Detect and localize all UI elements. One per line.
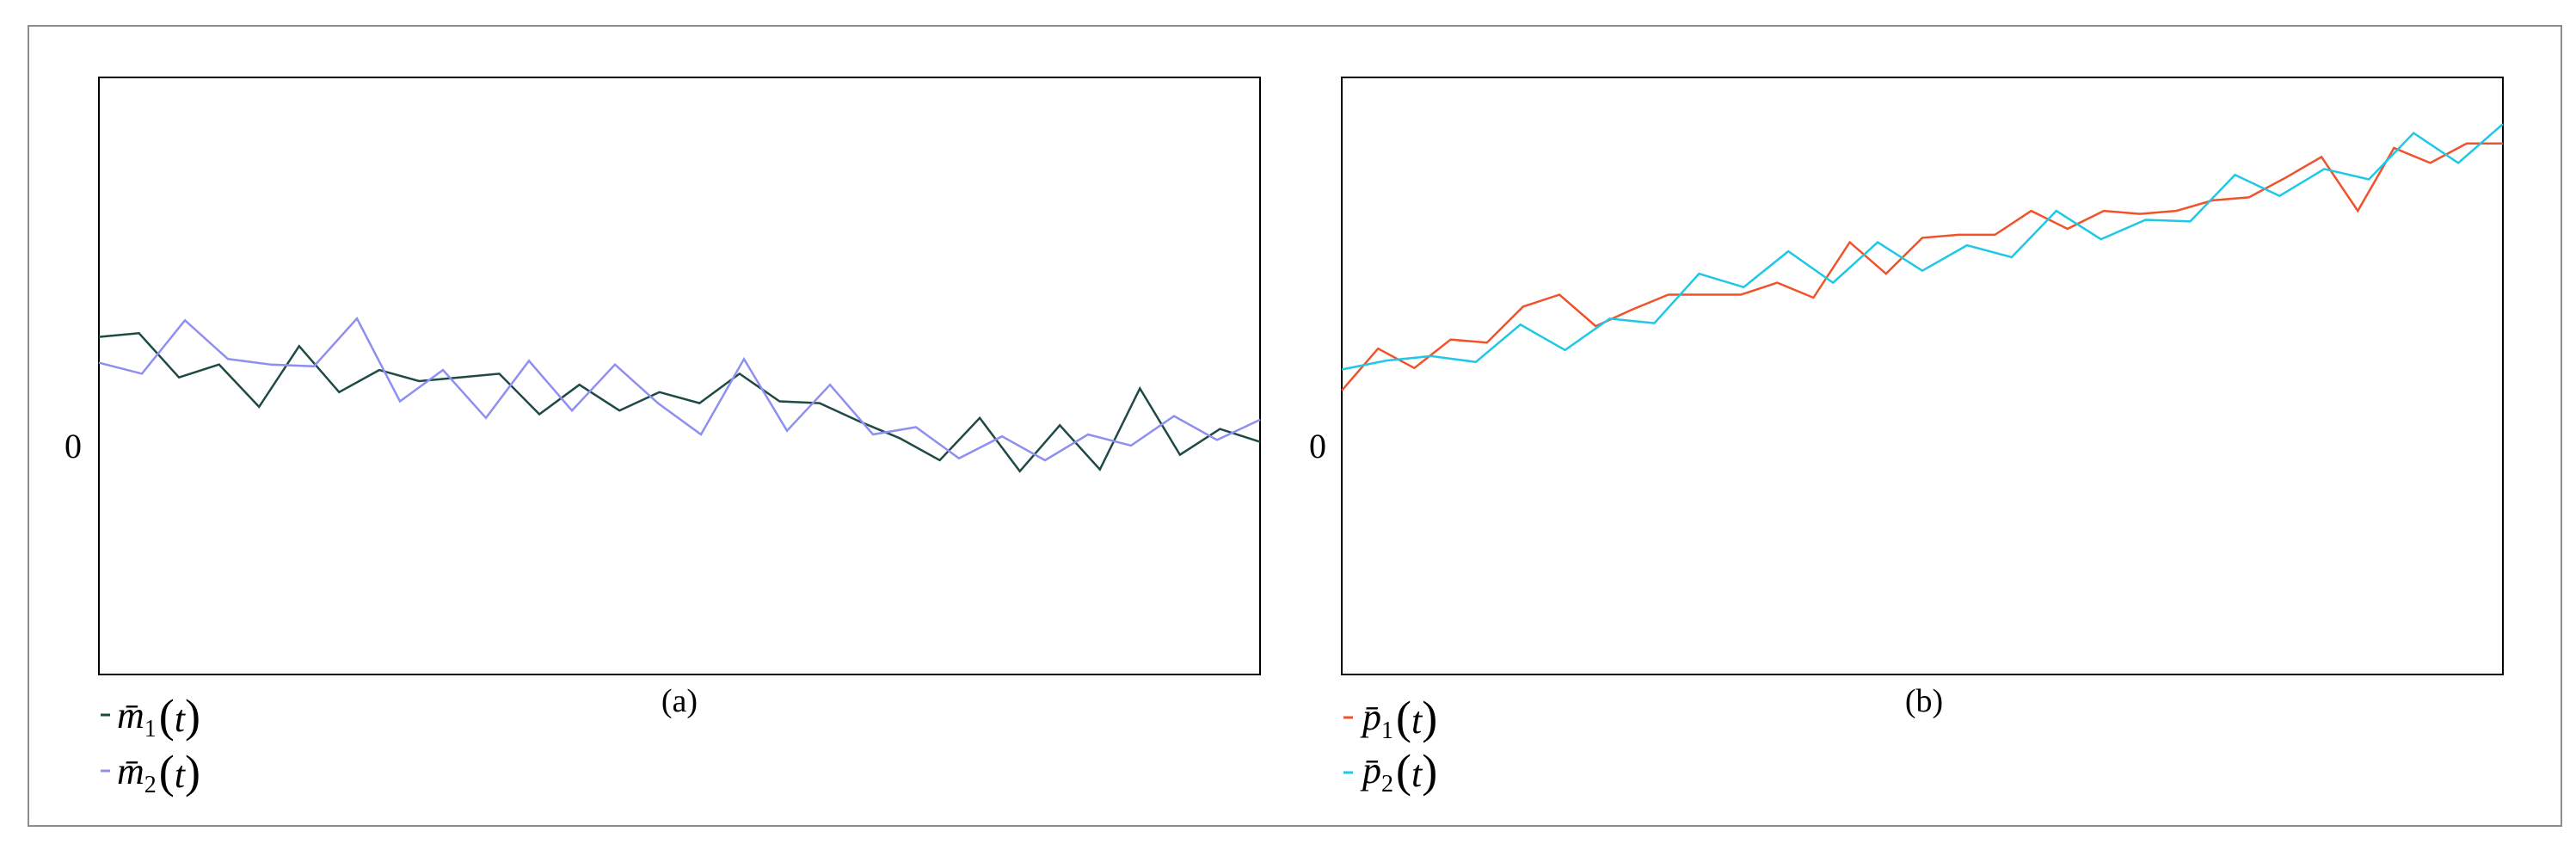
panel-b-series-2-line (1341, 123, 2504, 371)
legend-item-p2: p̄2(t) (1343, 745, 1437, 798)
legend-label-p1: p̄1(t) (1360, 692, 1437, 744)
panel-b-y-tick-label: 0 (1309, 427, 1326, 465)
legend-label-p2: p̄2(t) (1360, 745, 1437, 798)
panel-b-caption: (b) (1905, 683, 1943, 719)
panel-b-series-1-line (1341, 142, 2503, 391)
panel-a-caption: (a) (661, 683, 698, 719)
legend-item-p1: p̄1(t) (1343, 692, 1437, 744)
panel-a-legend: m̄1(t) m̄2(t) (101, 690, 200, 798)
panel-b: 0 (b) p̄1(t) p̄2(t) (1309, 77, 2504, 798)
panel-a-series-2-line (98, 317, 1261, 462)
panel-a-plot-frame (98, 77, 1261, 675)
legend-item-m2: m̄2(t) (101, 746, 200, 798)
panel-a-y-tick-label: 0 (65, 427, 82, 465)
panel-a: 0 (a) m̄1(t) m̄2(t) (65, 77, 1261, 798)
panel-a-lines (98, 317, 1261, 473)
legend-item-m1: m̄1(t) (101, 690, 200, 742)
panel-b-legend: p̄1(t) p̄2(t) (1343, 692, 1437, 798)
panel-a-series-1-line (98, 331, 1261, 473)
legend-label-m2: m̄2(t) (117, 746, 200, 798)
legend-label-m1: m̄1(t) (117, 690, 200, 742)
panel-b-lines (1341, 123, 2504, 391)
